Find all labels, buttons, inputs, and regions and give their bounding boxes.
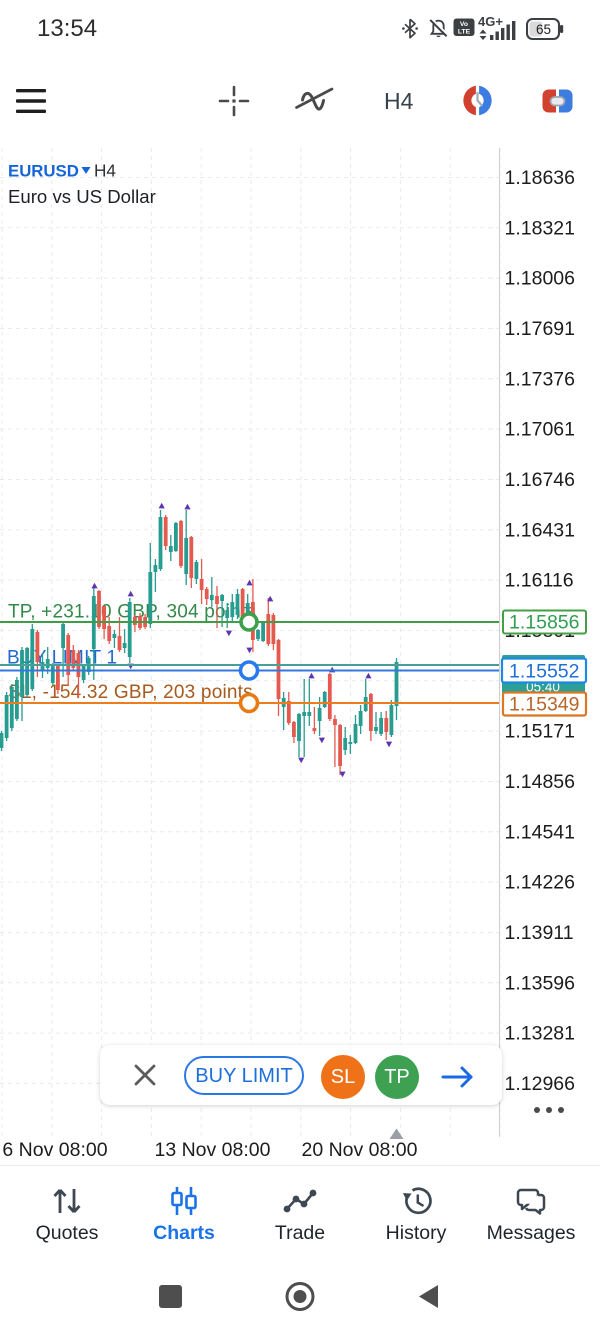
svg-text:1.18006: 1.18006 — [505, 268, 576, 290]
svg-text:1.16116: 1.16116 — [505, 570, 574, 592]
svg-text:1.18636: 1.18636 — [505, 167, 576, 189]
svg-text:13 Nov 08:00: 13 Nov 08:00 — [154, 1139, 270, 1161]
svg-text:LTE: LTE — [458, 29, 471, 36]
svg-text:1.15856: 1.15856 — [509, 612, 580, 634]
svg-text:1.17061: 1.17061 — [505, 419, 576, 441]
svg-text:Euro vs US Dollar: Euro vs US Dollar — [8, 186, 156, 207]
svg-text:1.14541: 1.14541 — [505, 821, 576, 843]
svg-text:6 Nov 08:00: 6 Nov 08:00 — [2, 1139, 107, 1161]
svg-text:1.17376: 1.17376 — [505, 368, 576, 390]
svg-text:1.15552: 1.15552 — [509, 661, 580, 683]
svg-text:65: 65 — [536, 22, 551, 37]
svg-text:TP, +231.10 GBP, 304 points: TP, +231.10 GBP, 304 points — [8, 602, 256, 623]
svg-text:20 Nov 08:00: 20 Nov 08:00 — [301, 1139, 417, 1161]
svg-text:1.15349: 1.15349 — [509, 694, 580, 716]
svg-text:EURUSD: EURUSD — [8, 162, 79, 181]
svg-text:1.13596: 1.13596 — [505, 972, 576, 994]
svg-text:1.16746: 1.16746 — [505, 469, 576, 491]
svg-text:1.12966: 1.12966 — [505, 1073, 576, 1095]
svg-text:1.13911: 1.13911 — [505, 922, 574, 944]
svg-text:1.15171: 1.15171 — [505, 721, 576, 743]
svg-text:1.13281: 1.13281 — [505, 1023, 576, 1045]
svg-text:SL, -154.32 GBP, 203 points: SL, -154.32 GBP, 203 points — [8, 682, 253, 703]
svg-text:1.18321: 1.18321 — [505, 217, 576, 239]
svg-text:1.14226: 1.14226 — [505, 872, 576, 894]
svg-text:Vo: Vo — [460, 21, 468, 28]
svg-text:1.17691: 1.17691 — [505, 318, 576, 340]
svg-text:H4: H4 — [94, 161, 116, 181]
svg-text:1.14856: 1.14856 — [505, 771, 576, 793]
svg-text:1.16431: 1.16431 — [505, 519, 576, 541]
svg-text:4G+: 4G+ — [478, 14, 503, 29]
